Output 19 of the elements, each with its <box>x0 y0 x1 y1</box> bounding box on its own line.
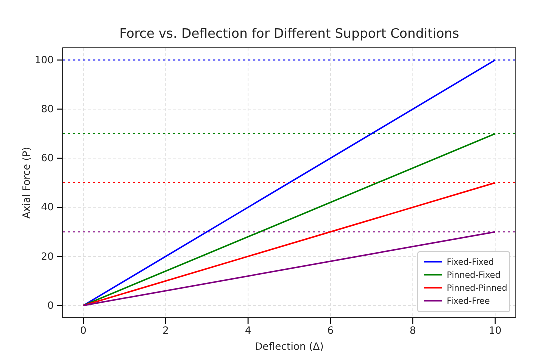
x-axis-title: Deflection (Δ) <box>255 342 324 351</box>
y-tick-label: 0 <box>48 300 54 312</box>
y-axis-title: Axial Force (P) <box>22 147 33 219</box>
y-tick-label: 40 <box>41 202 54 214</box>
y-tick-label: 60 <box>41 154 54 165</box>
y-tick-label: 100 <box>34 55 54 66</box>
chart-title: Force vs. Deflection for Different Support Conditions <box>120 27 460 42</box>
legend-label: Pinned-Fixed <box>447 271 501 281</box>
x-tick-label: 10 <box>489 326 502 338</box>
x-tick-label: 8 <box>410 326 416 338</box>
y-tick-label: 20 <box>41 252 54 263</box>
legend-label: Fixed-Free <box>447 297 490 307</box>
x-tick-label: 4 <box>245 326 252 338</box>
legend-label: Pinned-Pinned <box>447 284 508 294</box>
x-tick-label: 2 <box>162 326 170 338</box>
y-tick-label: 80 <box>41 104 54 116</box>
x-tick-label: 6 <box>327 326 334 338</box>
legend-label: Fixed-Fixed <box>447 258 494 268</box>
x-tick-label: 0 <box>80 326 87 338</box>
